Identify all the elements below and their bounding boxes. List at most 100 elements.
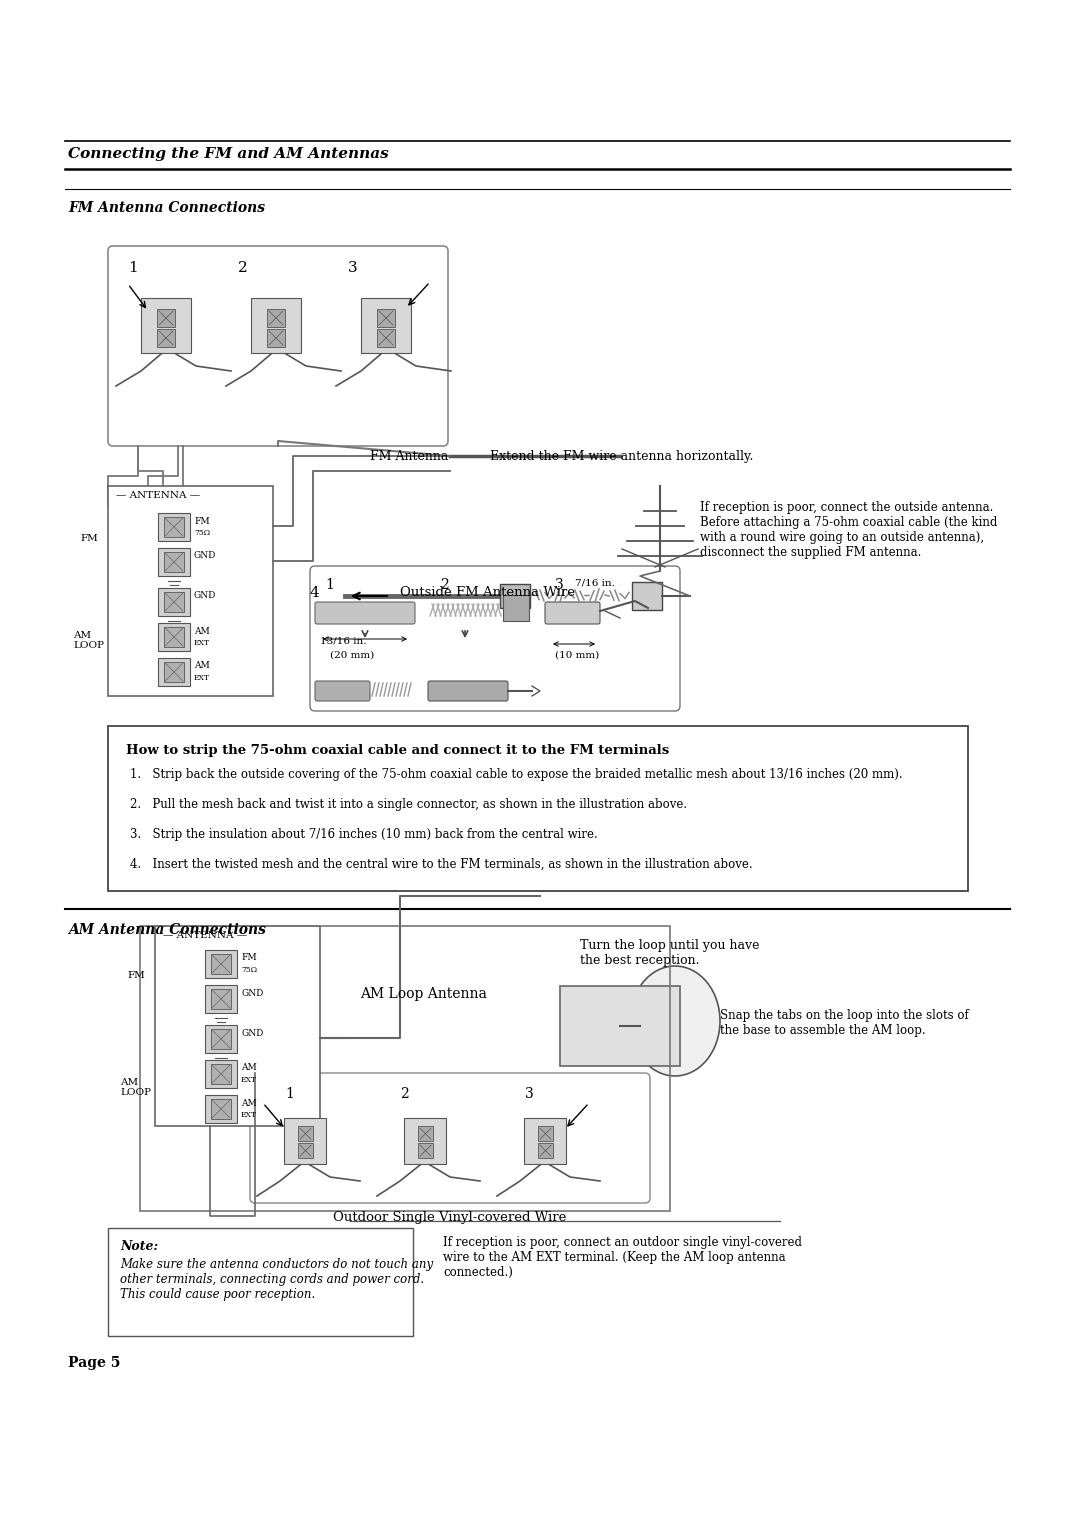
Bar [158, 588, 190, 615]
Bar [158, 623, 190, 651]
FancyBboxPatch shape [310, 566, 680, 710]
Text: Snap the tabs on the loop into the slots of
the base to assemble the AM loop.: Snap the tabs on the loop into the slots… [720, 1009, 969, 1036]
Text: 3: 3 [525, 1087, 534, 1101]
Bar [418, 1127, 433, 1141]
Text: AM: AM [194, 661, 210, 671]
Bar [158, 658, 190, 686]
Bar [284, 1118, 326, 1164]
Text: AM
LOOP: AM LOOP [73, 631, 104, 651]
Text: — ANTENNA —: — ANTENNA — [116, 491, 200, 501]
Bar [377, 309, 395, 328]
Bar [141, 299, 191, 354]
Bar [164, 553, 184, 573]
Bar [211, 1064, 231, 1084]
Bar [164, 661, 184, 681]
Bar [158, 548, 190, 576]
Bar [108, 726, 968, 891]
Text: GND: GND [241, 989, 264, 998]
Text: EXT: EXT [194, 674, 210, 681]
Text: AM: AM [241, 1064, 257, 1073]
Text: 2: 2 [238, 260, 247, 276]
Bar [632, 582, 662, 609]
Text: If reception is poor, connect an outdoor single vinyl-covered
wire to the AM EXT: If reception is poor, connect an outdoor… [443, 1236, 802, 1278]
Bar [500, 583, 530, 608]
Text: 3: 3 [555, 579, 564, 592]
Bar [157, 309, 175, 328]
Text: Make sure the antenna conductors do not touch any
other terminals, connecting co: Make sure the antenna conductors do not … [120, 1258, 433, 1301]
Text: 4: 4 [310, 586, 320, 600]
Text: AM
LOOP: AM LOOP [120, 1078, 151, 1098]
Bar [377, 329, 395, 348]
Bar [205, 1095, 237, 1124]
FancyBboxPatch shape [315, 681, 370, 701]
Text: — ANTENNA —: — ANTENNA — [163, 931, 247, 940]
Text: 1: 1 [325, 579, 334, 592]
Bar [164, 517, 184, 537]
Ellipse shape [630, 966, 720, 1076]
Text: 1.   Strip back the outside covering of the 75-ohm coaxial cable to expose the b: 1. Strip back the outside covering of th… [130, 769, 903, 781]
Text: Extend the FM wire antenna horizontally.: Extend the FM wire antenna horizontally. [490, 450, 754, 462]
FancyBboxPatch shape [545, 602, 600, 625]
Text: 4.   Insert the twisted mesh and the central wire to the FM terminals, as shown : 4. Insert the twisted mesh and the centr… [130, 857, 753, 871]
Text: EXT: EXT [194, 638, 210, 648]
Text: Connecting the FM and AM Antennas: Connecting the FM and AM Antennas [68, 147, 389, 161]
Text: AM: AM [241, 1099, 257, 1107]
Bar [298, 1127, 313, 1141]
Text: If reception is poor, connect the outside antenna.
Before attaching a 75-ohm coa: If reception is poor, connect the outsid… [700, 501, 997, 559]
Text: 2: 2 [400, 1087, 408, 1101]
Bar [164, 592, 184, 612]
Text: FM: FM [80, 534, 98, 544]
Bar [158, 513, 190, 540]
Text: (10 mm): (10 mm) [555, 651, 599, 660]
Text: Page 5: Page 5 [68, 1356, 120, 1370]
Text: EXT: EXT [241, 1076, 257, 1084]
FancyBboxPatch shape [315, 602, 415, 625]
Bar [561, 986, 680, 1066]
Text: FM: FM [127, 971, 145, 980]
Text: 7/16 in.: 7/16 in. [575, 579, 615, 586]
Text: EXT: EXT [241, 1112, 257, 1119]
Bar [205, 1024, 237, 1053]
Bar [205, 1059, 237, 1089]
Bar [211, 1099, 231, 1119]
Bar [418, 1144, 433, 1157]
Bar [267, 329, 285, 348]
Bar [404, 1118, 446, 1164]
Text: 2.   Pull the mesh back and twist it into a single connector, as shown in the il: 2. Pull the mesh back and twist it into … [130, 798, 687, 811]
Bar [108, 1228, 413, 1337]
Text: FM Antenna Connections: FM Antenna Connections [68, 201, 265, 214]
Bar [503, 596, 529, 622]
Text: Outside FM Antenna Wire: Outside FM Antenna Wire [400, 586, 575, 599]
Bar [211, 954, 231, 974]
Text: 75Ω: 75Ω [194, 530, 211, 537]
Bar [164, 628, 184, 648]
Text: How to strip the 75-ohm coaxial cable and connect it to the FM terminals: How to strip the 75-ohm coaxial cable an… [126, 744, 670, 756]
Bar [361, 299, 411, 354]
Text: GND: GND [241, 1029, 264, 1038]
Bar [267, 309, 285, 328]
Text: 3.   Strip the insulation about 7/16 inches (10 mm) back from the central wire.: 3. Strip the insulation about 7/16 inche… [130, 828, 597, 841]
Bar [205, 951, 237, 978]
Text: 75Ω: 75Ω [241, 966, 257, 974]
Text: 3: 3 [348, 260, 357, 276]
Bar [108, 485, 273, 697]
Text: 2: 2 [440, 579, 449, 592]
Text: Turn the loop until you have
the best reception.: Turn the loop until you have the best re… [580, 939, 759, 968]
Text: GND: GND [194, 591, 216, 600]
Text: AM Loop Antenna: AM Loop Antenna [360, 987, 487, 1001]
Text: FM: FM [241, 954, 257, 963]
Bar [205, 984, 237, 1014]
Text: Note:: Note: [120, 1240, 158, 1252]
Bar [140, 926, 670, 1211]
Text: AM: AM [194, 626, 210, 635]
Bar [157, 329, 175, 348]
Text: 13/16 in.: 13/16 in. [320, 635, 366, 645]
Text: 1: 1 [129, 260, 138, 276]
Text: (20 mm): (20 mm) [330, 651, 375, 660]
Bar [524, 1118, 566, 1164]
Text: 1: 1 [285, 1087, 294, 1101]
Text: AM Antenna Connections: AM Antenna Connections [68, 923, 266, 937]
Bar [538, 1127, 553, 1141]
FancyBboxPatch shape [249, 1073, 650, 1203]
Bar [538, 1144, 553, 1157]
